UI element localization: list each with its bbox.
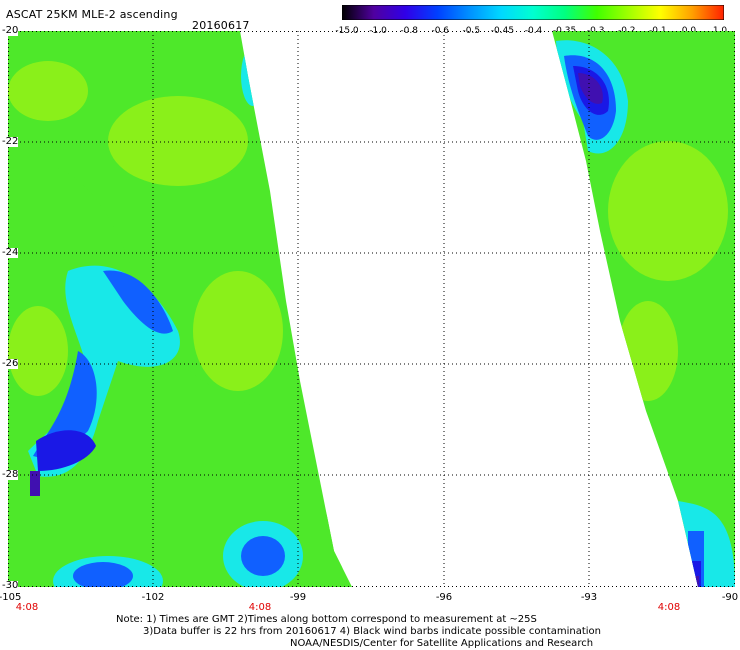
colorbar-tick-label: -0.45 (490, 26, 515, 36)
lon-label: -105 (0, 592, 22, 603)
grid-lines (8, 31, 735, 587)
swath-left (8, 31, 352, 587)
note-line-3: NOAA/NESDIS/Center for Satellite Applica… (290, 638, 594, 649)
lat-label: -20 (2, 25, 19, 36)
note-line-2: 3)Data buffer is 22 hrs from 20160617 4)… (143, 626, 601, 637)
lat-label: -22 (2, 136, 19, 147)
colorbar-tick-label: -15.0 (335, 26, 359, 36)
lon-label: -99 (289, 592, 307, 603)
colorbar (342, 5, 724, 20)
colorbar-tick-label: -0.4 (524, 26, 543, 36)
swath-right (552, 31, 735, 587)
lat-label: -26 (2, 358, 19, 369)
colorbar-tick-label: -0.5 (462, 26, 481, 36)
map-plot (8, 31, 735, 587)
lon-label: -93 (580, 592, 598, 603)
colorbar-tick-label: -0.8 (400, 26, 418, 36)
lat-label: -30 (2, 580, 19, 591)
colorbar-tick-label: -1.0 (369, 26, 387, 36)
time-label: 4:08 (248, 602, 272, 613)
plot-date: 20160617 (192, 19, 250, 32)
lon-label: -102 (141, 592, 165, 603)
colorbar-gradient (342, 5, 724, 20)
lat-label: -28 (2, 469, 19, 480)
time-label: 4:08 (15, 602, 39, 613)
lat-label: -24 (2, 247, 19, 258)
lon-label: -96 (435, 592, 453, 603)
lon-label: -90 (721, 592, 739, 603)
plot-title: ASCAT 25KM MLE-2 ascending (6, 8, 178, 21)
time-label: 4:08 (657, 602, 681, 613)
note-line-1: Note: 1) Times are GMT 2)Times along bot… (116, 614, 537, 625)
